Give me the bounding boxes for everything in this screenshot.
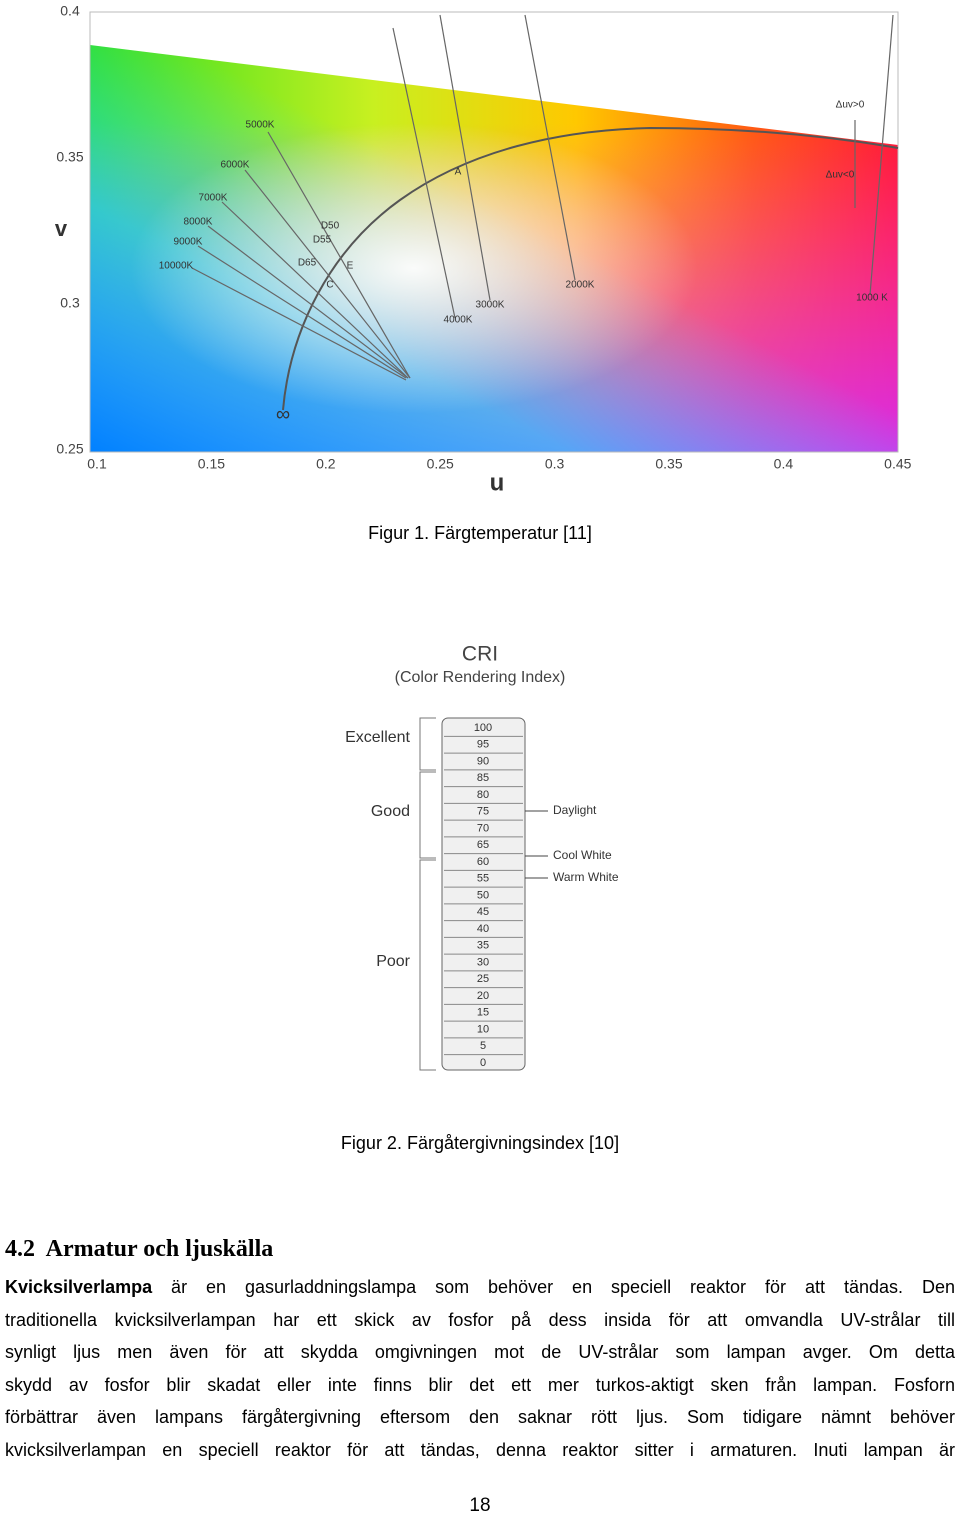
scale-label: 30 — [477, 956, 489, 968]
scale-label: 5 — [480, 1040, 486, 1052]
scale-label: 25 — [477, 973, 489, 985]
cri-subtitle: (Color Rendering Index) — [395, 669, 566, 686]
range-label: Poor — [376, 953, 410, 970]
annotation: D55 — [313, 235, 332, 246]
x-tick-label: 0.15 — [198, 456, 225, 472]
scale-label: 0 — [480, 1057, 486, 1069]
annotation: 1000 K — [856, 293, 888, 304]
scale-label: 75 — [477, 806, 489, 818]
annotation: Δuv>0 — [836, 100, 865, 111]
range-bracket — [419, 717, 436, 771]
paragraph: Kvicksilverlampa är en gasurladdningslam… — [5, 1272, 955, 1467]
marker-label: Daylight — [553, 803, 597, 817]
marker-label: Cool White — [553, 848, 612, 862]
y-axis-label: v — [55, 216, 68, 241]
x-tick-label: 0.45 — [884, 456, 911, 472]
annotation: D50 — [321, 221, 340, 232]
annotation: 10000K — [159, 261, 194, 272]
scale-label: 15 — [477, 1007, 489, 1019]
scale-label: 40 — [477, 923, 489, 935]
cri-title: CRI — [462, 643, 498, 666]
scale-label: 90 — [477, 755, 489, 767]
text: är en gasurladdningslampa som behöver en… — [152, 1277, 955, 1297]
range-label: Excellent — [345, 729, 410, 746]
x-tick-label: 0.2 — [316, 456, 336, 472]
annotation: 4000K — [444, 315, 473, 326]
text-line: Kvicksilverlampa är en gasurladdningslam… — [5, 1272, 955, 1305]
scale-label: 50 — [477, 889, 489, 901]
scale-label: 95 — [477, 739, 489, 751]
annotation: 5000K — [246, 120, 275, 131]
x-tick-label: 0.4 — [774, 456, 794, 472]
text-line: kvicksilverlampan en speciell reaktor fö… — [5, 1439, 955, 1460]
annotation: 7000K — [199, 193, 228, 204]
scale-label: 60 — [477, 856, 489, 868]
annotation: Δuv<0 — [826, 170, 855, 181]
plot-frame — [89, 11, 899, 453]
text-line: synligt ljus men även för att skydda omg… — [5, 1342, 955, 1362]
annotation: 9000K — [174, 237, 203, 248]
page-number: 18 — [469, 1495, 491, 1516]
x-tick-label: 0.35 — [655, 456, 682, 472]
caption: Figur 2. Färgåtergivningsindex [10] — [340, 1133, 620, 1153]
scale-label: 45 — [477, 906, 489, 918]
scale-label: 20 — [477, 990, 489, 1002]
figure-2: CRI (Color Rendering Index) 100959085807… — [345, 643, 619, 1071]
scale-label: 10 — [477, 1023, 489, 1035]
x-tick-label: 0.3 — [545, 456, 565, 472]
annotation: ∞ — [276, 403, 290, 425]
y-tick-label: 0.35 — [56, 149, 83, 165]
x-axis-label: u — [490, 469, 505, 496]
scale-label: 85 — [477, 772, 489, 784]
planckian-locus — [282, 126, 899, 411]
annotation: A — [455, 167, 462, 178]
scale-label: 100 — [474, 722, 492, 734]
scale-label: 70 — [477, 822, 489, 834]
lead-term: Kvicksilverlampa — [5, 1277, 153, 1297]
marker-label: Warm White — [553, 870, 619, 884]
range-label: Good — [371, 803, 410, 820]
text-line: förbättrar även lampans färgåtergivning … — [5, 1407, 955, 1427]
annotation: E — [347, 261, 354, 272]
y-tick-label: 0.25 — [56, 441, 83, 457]
caption: Figur 1. Färgtemperatur [11] — [368, 523, 592, 543]
annotation: C — [326, 280, 333, 291]
scale-label: 80 — [477, 789, 489, 801]
x-tick-label: 0.25 — [427, 456, 454, 472]
annotation: 2000K — [566, 280, 595, 291]
annotation: 8000K — [184, 217, 213, 228]
isotherms — [191, 14, 894, 381]
range-bracket — [419, 771, 436, 859]
scale-label: 35 — [477, 940, 489, 952]
annotation: D65 — [298, 258, 317, 269]
annotation: 3000K — [476, 300, 505, 311]
annotation: 6000K — [221, 160, 250, 171]
color-field — [90, 45, 898, 452]
range-bracket — [419, 859, 436, 1071]
figure-1: 0.1 0.15 0.2 0.25 0.3 0.35 0.4 0.45 0.4 0.35 0.3 0.… — [55, 3, 912, 497]
y-tick-label: 0.4 — [60, 3, 80, 19]
text-line: traditionella kvicksilverlampan har ett … — [5, 1309, 955, 1330]
x-tick-label: 0.1 — [87, 456, 107, 472]
y-tick-label: 0.3 — [60, 295, 80, 311]
scale-label: 65 — [477, 839, 489, 851]
scale-label: 55 — [477, 873, 489, 885]
section-heading: 4.2 Armatur och ljuskälla — [5, 1236, 274, 1262]
text-line: skydd av fosfor blir skadat eller inte f… — [5, 1374, 955, 1395]
scale-column — [441, 717, 526, 1071]
